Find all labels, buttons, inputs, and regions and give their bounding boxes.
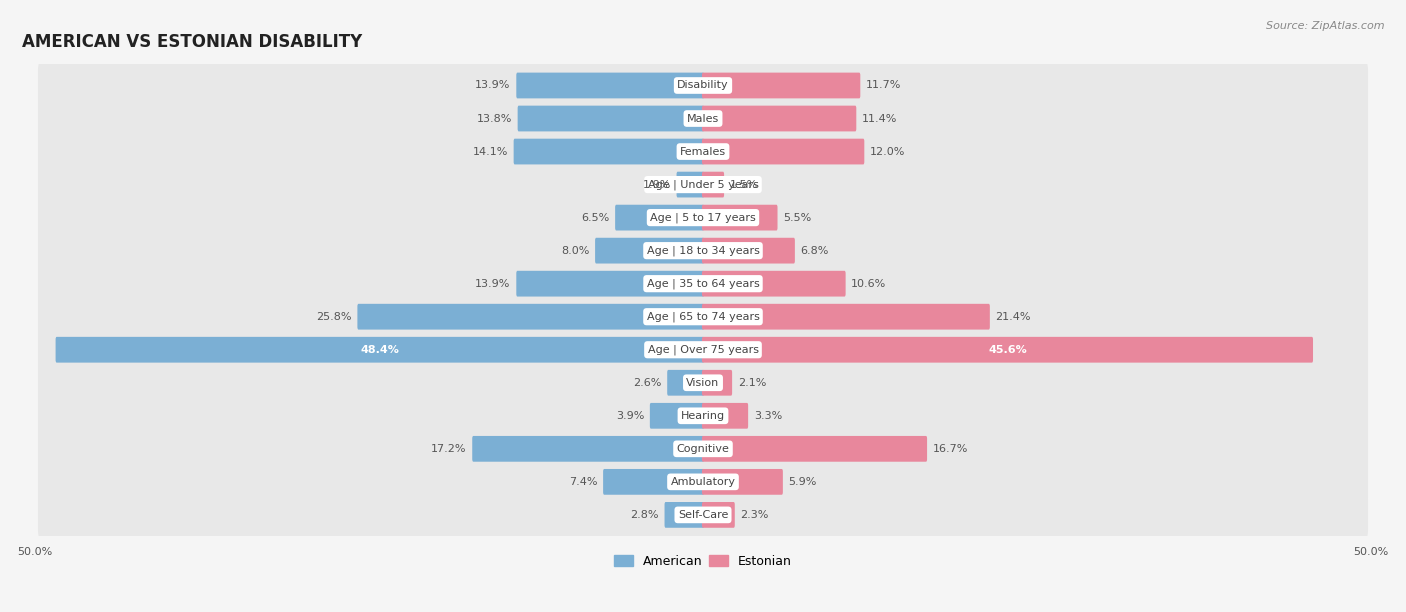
FancyBboxPatch shape — [38, 226, 1368, 275]
Text: Age | 5 to 17 years: Age | 5 to 17 years — [650, 212, 756, 223]
FancyBboxPatch shape — [676, 172, 704, 198]
FancyBboxPatch shape — [702, 403, 748, 428]
FancyBboxPatch shape — [702, 139, 865, 165]
Text: AMERICAN VS ESTONIAN DISABILITY: AMERICAN VS ESTONIAN DISABILITY — [22, 34, 363, 51]
Text: 2.1%: 2.1% — [738, 378, 766, 388]
FancyBboxPatch shape — [603, 469, 704, 494]
FancyBboxPatch shape — [702, 271, 845, 297]
FancyBboxPatch shape — [616, 205, 704, 231]
FancyBboxPatch shape — [595, 238, 704, 264]
Text: 2.6%: 2.6% — [633, 378, 662, 388]
Text: 5.9%: 5.9% — [789, 477, 817, 487]
Text: Age | 35 to 64 years: Age | 35 to 64 years — [647, 278, 759, 289]
FancyBboxPatch shape — [702, 106, 856, 132]
FancyBboxPatch shape — [516, 271, 704, 297]
Text: 13.8%: 13.8% — [477, 114, 512, 124]
Text: 3.3%: 3.3% — [754, 411, 782, 421]
FancyBboxPatch shape — [702, 238, 794, 264]
Text: 11.7%: 11.7% — [866, 81, 901, 91]
Text: 48.4%: 48.4% — [360, 345, 399, 355]
FancyBboxPatch shape — [38, 259, 1368, 308]
FancyBboxPatch shape — [702, 304, 990, 330]
FancyBboxPatch shape — [38, 160, 1368, 209]
FancyBboxPatch shape — [702, 172, 724, 198]
FancyBboxPatch shape — [38, 391, 1368, 441]
FancyBboxPatch shape — [357, 304, 704, 330]
Text: 14.1%: 14.1% — [472, 146, 508, 157]
Text: 10.6%: 10.6% — [851, 278, 886, 289]
Text: Age | 18 to 34 years: Age | 18 to 34 years — [647, 245, 759, 256]
FancyBboxPatch shape — [702, 502, 735, 528]
Text: Hearing: Hearing — [681, 411, 725, 421]
Text: 3.9%: 3.9% — [616, 411, 644, 421]
Text: 25.8%: 25.8% — [316, 312, 352, 322]
Text: Ambulatory: Ambulatory — [671, 477, 735, 487]
Text: Females: Females — [681, 146, 725, 157]
Text: 1.5%: 1.5% — [730, 179, 758, 190]
Text: 17.2%: 17.2% — [432, 444, 467, 454]
FancyBboxPatch shape — [702, 469, 783, 494]
Text: 1.9%: 1.9% — [643, 179, 671, 190]
Text: 2.3%: 2.3% — [741, 510, 769, 520]
Text: 21.4%: 21.4% — [995, 312, 1031, 322]
FancyBboxPatch shape — [38, 457, 1368, 507]
FancyBboxPatch shape — [38, 325, 1368, 375]
Text: 5.5%: 5.5% — [783, 212, 811, 223]
FancyBboxPatch shape — [38, 61, 1368, 110]
FancyBboxPatch shape — [56, 337, 704, 363]
FancyBboxPatch shape — [650, 403, 704, 428]
Legend: American, Estonian: American, Estonian — [609, 550, 797, 573]
Text: Age | Under 5 years: Age | Under 5 years — [648, 179, 758, 190]
FancyBboxPatch shape — [517, 106, 704, 132]
Text: 8.0%: 8.0% — [561, 245, 589, 256]
Text: 11.4%: 11.4% — [862, 114, 897, 124]
FancyBboxPatch shape — [38, 292, 1368, 341]
Text: 12.0%: 12.0% — [870, 146, 905, 157]
Text: 2.8%: 2.8% — [630, 510, 659, 520]
Text: 16.7%: 16.7% — [932, 444, 969, 454]
FancyBboxPatch shape — [702, 436, 927, 461]
FancyBboxPatch shape — [38, 127, 1368, 176]
FancyBboxPatch shape — [665, 502, 704, 528]
FancyBboxPatch shape — [702, 205, 778, 231]
Text: 13.9%: 13.9% — [475, 278, 510, 289]
Text: 6.5%: 6.5% — [581, 212, 610, 223]
Text: 6.8%: 6.8% — [800, 245, 830, 256]
FancyBboxPatch shape — [472, 436, 704, 461]
Text: Cognitive: Cognitive — [676, 444, 730, 454]
FancyBboxPatch shape — [513, 139, 704, 165]
FancyBboxPatch shape — [702, 337, 1313, 363]
Text: Disability: Disability — [678, 81, 728, 91]
FancyBboxPatch shape — [38, 94, 1368, 143]
FancyBboxPatch shape — [702, 370, 733, 395]
Text: 13.9%: 13.9% — [475, 81, 510, 91]
Text: 7.4%: 7.4% — [569, 477, 598, 487]
FancyBboxPatch shape — [38, 424, 1368, 474]
Text: Source: ZipAtlas.com: Source: ZipAtlas.com — [1267, 21, 1385, 31]
FancyBboxPatch shape — [38, 490, 1368, 540]
Text: Age | Over 75 years: Age | Over 75 years — [648, 345, 758, 355]
Text: Self-Care: Self-Care — [678, 510, 728, 520]
Text: Males: Males — [688, 114, 718, 124]
FancyBboxPatch shape — [668, 370, 704, 395]
FancyBboxPatch shape — [702, 73, 860, 99]
FancyBboxPatch shape — [38, 358, 1368, 408]
FancyBboxPatch shape — [516, 73, 704, 99]
FancyBboxPatch shape — [38, 193, 1368, 242]
Text: Age | 65 to 74 years: Age | 65 to 74 years — [647, 312, 759, 322]
Text: Vision: Vision — [686, 378, 720, 388]
Text: 45.6%: 45.6% — [988, 345, 1026, 355]
